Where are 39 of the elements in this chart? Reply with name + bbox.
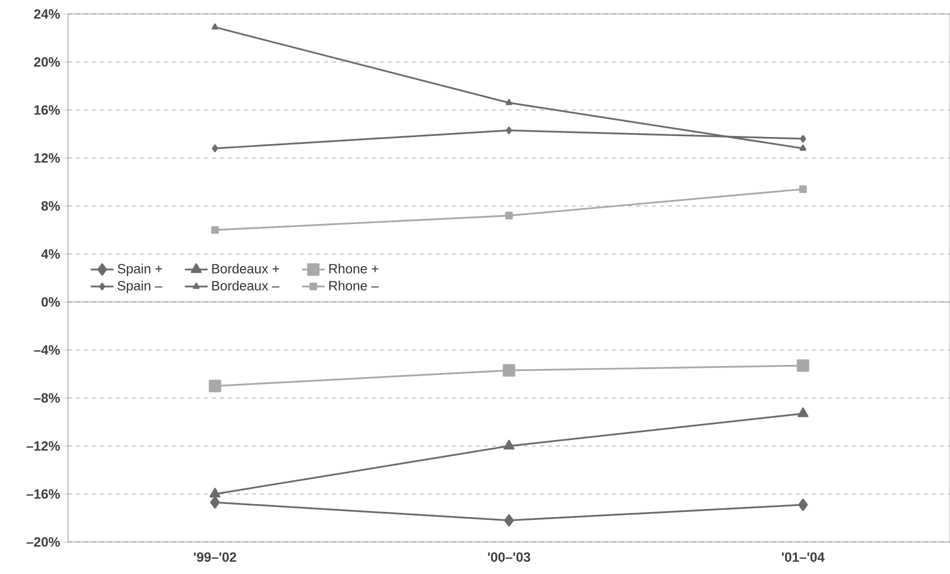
point: [505, 212, 513, 220]
point: [800, 134, 806, 143]
y-tick-label: 0%: [42, 297, 60, 307]
point: [212, 23, 218, 30]
point: [796, 359, 810, 372]
point: [502, 364, 516, 377]
point: [212, 144, 218, 152]
x-tick-label: '99–'02: [194, 552, 236, 562]
x-tick-label: '01–'04: [782, 552, 825, 562]
point: [798, 498, 808, 511]
point: [506, 98, 512, 106]
y-tick-label: 24%: [34, 9, 60, 19]
legend-label: Rhone +: [329, 264, 378, 274]
y-tick-label: –12%: [26, 441, 60, 451]
x-tick-label: '00–'03: [488, 552, 530, 562]
point: [798, 407, 808, 418]
legend-label: Spain –: [118, 280, 162, 294]
legend-label: Spain +: [118, 264, 162, 276]
legend-label: Rhone –: [329, 280, 379, 290]
y-tick-label: –20%: [26, 537, 60, 547]
point: [211, 226, 219, 234]
y-tick-label: 20%: [34, 57, 60, 67]
point: [208, 380, 222, 392]
point: [210, 488, 220, 498]
point: [800, 144, 806, 151]
point: [506, 126, 512, 134]
legend-label: Bordeaux –: [212, 280, 280, 290]
y-tick-label: 12%: [34, 153, 60, 163]
point: [210, 496, 220, 509]
point: [504, 514, 514, 527]
y-tick-label: –8%: [34, 393, 60, 403]
y-tick-label: –16%: [26, 489, 60, 499]
y-tick-label: 8%: [41, 201, 60, 211]
point: [504, 440, 514, 450]
y-tick-label: 16%: [34, 105, 60, 115]
y-tick-label: 4%: [41, 249, 60, 259]
point: [799, 185, 807, 193]
y-tick-label: –4%: [34, 345, 60, 355]
legend-label: Bordeaux +: [212, 264, 280, 274]
